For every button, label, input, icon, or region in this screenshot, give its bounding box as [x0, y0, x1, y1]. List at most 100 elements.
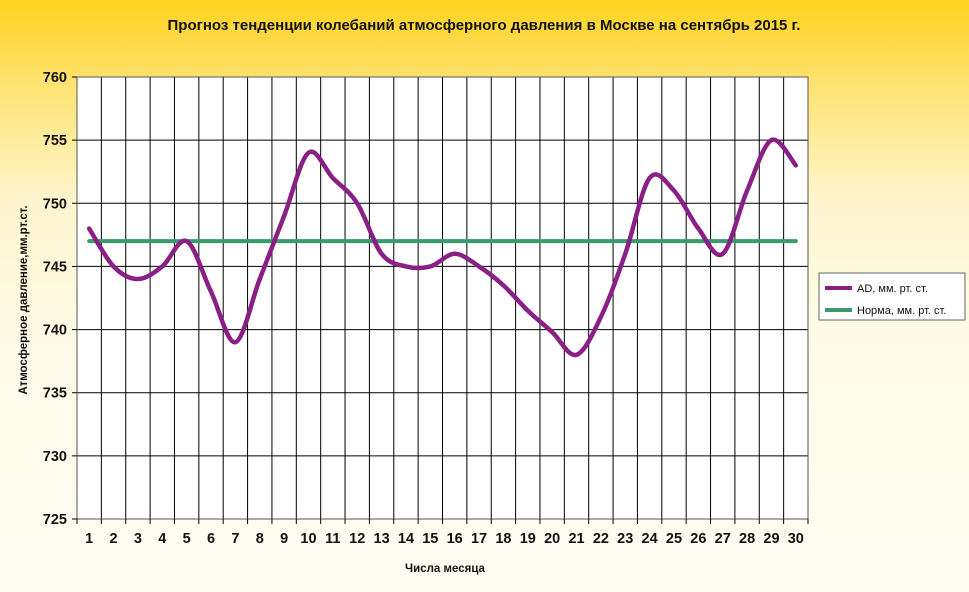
data-point [598, 239, 603, 244]
data-point [111, 239, 116, 244]
data-point [501, 239, 506, 244]
data-point [428, 239, 433, 244]
data-point [769, 239, 774, 244]
data-point [330, 239, 335, 244]
data-point [671, 188, 676, 193]
data-point [501, 283, 506, 288]
data-point [647, 239, 652, 244]
data-point [525, 308, 530, 313]
x-axis-title: Числа месяца [405, 563, 486, 575]
data-point [745, 239, 750, 244]
data-point [257, 277, 262, 282]
data-point [160, 264, 165, 269]
x-tick-label: 14 [398, 531, 414, 547]
x-tick-label: 15 [422, 531, 438, 547]
x-tick-label: 19 [520, 531, 536, 547]
data-point [793, 239, 798, 244]
data-point [598, 314, 603, 319]
data-point [282, 213, 287, 218]
data-point [233, 239, 238, 244]
x-tick-label: 16 [447, 531, 463, 547]
x-tick-label: 24 [642, 531, 658, 547]
x-tick-label: 25 [666, 531, 682, 547]
x-tick-label: 29 [763, 531, 779, 547]
data-point [135, 277, 140, 282]
data-point [233, 340, 238, 345]
y-tick-label: 760 [43, 70, 67, 86]
x-tick-label: 5 [183, 531, 191, 547]
data-point [355, 201, 360, 206]
x-tick-label: 10 [300, 531, 316, 547]
data-point [477, 239, 482, 244]
data-point [355, 239, 360, 244]
data-point [477, 264, 482, 269]
x-tick-label: 28 [739, 531, 755, 547]
data-point [403, 239, 408, 244]
x-tick-label: 3 [134, 531, 142, 547]
data-point [209, 289, 214, 294]
x-tick-label: 13 [374, 531, 390, 547]
chart-title: Прогноз тенденции колебаний атмосферного… [168, 17, 801, 34]
data-point [574, 239, 579, 244]
data-point [209, 239, 214, 244]
y-tick-label: 735 [43, 386, 67, 402]
x-tick-label: 12 [349, 531, 365, 547]
legend-box [818, 272, 966, 321]
y-tick-label: 730 [43, 449, 67, 465]
data-point [671, 239, 676, 244]
data-point [306, 239, 311, 244]
data-point [769, 138, 774, 143]
data-point [379, 239, 384, 244]
x-tick-label: 2 [110, 531, 118, 547]
data-point [160, 239, 165, 244]
y-tick-label: 755 [43, 133, 67, 149]
x-tick-label: 23 [617, 531, 633, 547]
y-tick-label: 740 [43, 323, 67, 339]
data-point [87, 226, 92, 231]
x-tick-label: 11 [325, 531, 340, 547]
data-point [550, 330, 555, 335]
data-point [111, 264, 116, 269]
legend: AD, мм. рт. ст. Норма, мм. рт. ст. [818, 272, 966, 321]
data-point [379, 251, 384, 256]
data-point [452, 251, 457, 256]
x-tick-label: 18 [495, 531, 511, 547]
data-point [793, 163, 798, 168]
data-point [696, 226, 701, 231]
y-tick-label: 745 [43, 259, 67, 275]
x-tick-label: 1 [85, 531, 93, 547]
data-point [184, 239, 189, 244]
data-point [87, 239, 92, 244]
data-point [282, 239, 287, 244]
data-point [574, 352, 579, 357]
data-point [403, 264, 408, 269]
x-tick-label: 7 [231, 531, 239, 547]
data-point [428, 264, 433, 269]
x-tick-label: 26 [690, 531, 706, 547]
data-point [525, 239, 530, 244]
y-tick-label: 750 [43, 196, 67, 212]
series-line-1 [86, 137, 799, 358]
data-point [452, 239, 457, 244]
x-tick-label: 4 [158, 531, 166, 547]
data-point [135, 239, 140, 244]
x-tick-label: 21 [568, 531, 584, 547]
legend-label: AD, мм. рт. ст. [857, 283, 928, 295]
x-tick-label: 9 [280, 531, 288, 547]
x-tick-label: 22 [593, 531, 609, 547]
x-tick-label: 17 [471, 531, 487, 547]
data-point [623, 251, 628, 256]
data-point [720, 239, 725, 244]
data-point [550, 239, 555, 244]
x-tick-label: 20 [544, 531, 560, 547]
y-tick-label: 725 [43, 512, 67, 528]
data-point [720, 251, 725, 256]
x-tick-label: 30 [788, 531, 804, 547]
data-point [330, 176, 335, 181]
x-tick-label: 27 [715, 531, 731, 547]
x-tick-label: 8 [256, 531, 264, 547]
legend-label: Норма, мм. рт. ст. [857, 305, 946, 317]
